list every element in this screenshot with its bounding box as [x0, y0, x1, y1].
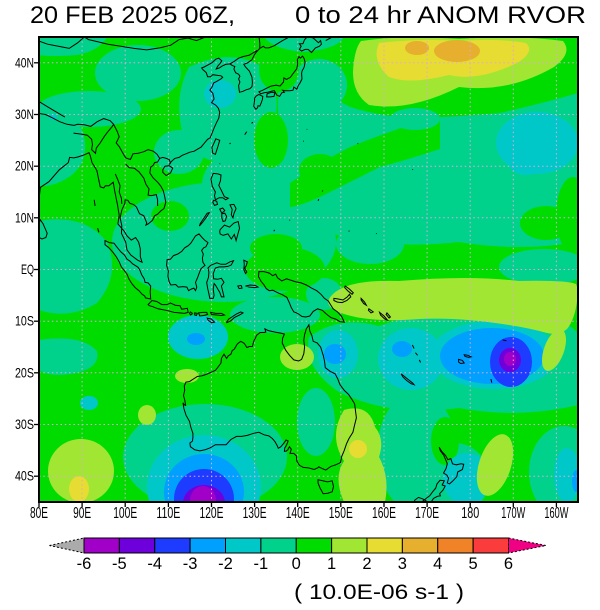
svg-text:4: 4 [433, 555, 442, 573]
svg-text:-6: -6 [77, 555, 92, 573]
svg-text:3: 3 [398, 555, 407, 573]
svg-text:-2: -2 [218, 555, 233, 573]
svg-text:-5: -5 [112, 555, 127, 573]
svg-text:10N: 10N [15, 209, 34, 225]
svg-text:EQ: EQ [21, 261, 34, 277]
svg-text:20S: 20S [15, 364, 34, 380]
svg-text:40N: 40N [15, 54, 34, 70]
svg-text:110E: 110E [156, 505, 180, 522]
svg-text:150E: 150E [329, 505, 353, 522]
svg-text:1: 1 [327, 555, 336, 573]
svg-text:5: 5 [469, 555, 478, 573]
svg-text:10S: 10S [15, 313, 34, 329]
svg-text:90E: 90E [73, 505, 91, 522]
svg-text:2: 2 [362, 555, 371, 573]
svg-text:180: 180 [461, 505, 479, 522]
svg-text:40S: 40S [15, 468, 34, 484]
svg-text:100E: 100E [113, 505, 137, 522]
svg-text:0: 0 [292, 555, 301, 573]
svg-text:130E: 130E [243, 505, 267, 522]
svg-text:120E: 120E [200, 505, 224, 522]
svg-text:6: 6 [504, 555, 513, 573]
svg-text:160W: 160W [544, 505, 569, 522]
svg-text:0 to 24 hr ANOM RVOR: 0 to 24 hr ANOM RVOR [295, 2, 586, 29]
svg-text:30N: 30N [15, 106, 34, 122]
svg-text:-3: -3 [183, 555, 198, 573]
svg-text:( 10.0E-06 s-1 ): ( 10.0E-06 s-1 ) [294, 581, 464, 604]
svg-text:-4: -4 [147, 555, 162, 573]
svg-text:160E: 160E [372, 505, 396, 522]
svg-text:-1: -1 [254, 555, 269, 573]
svg-text:170E: 170E [415, 505, 439, 522]
svg-text:170W: 170W [501, 505, 526, 522]
svg-text:20N: 20N [15, 158, 34, 174]
svg-text:20 FEB 2025 06Z,: 20 FEB 2025 06Z, [30, 2, 235, 29]
svg-text:80E: 80E [30, 505, 48, 522]
svg-text:140E: 140E [286, 505, 310, 522]
svg-text:30S: 30S [15, 416, 34, 432]
